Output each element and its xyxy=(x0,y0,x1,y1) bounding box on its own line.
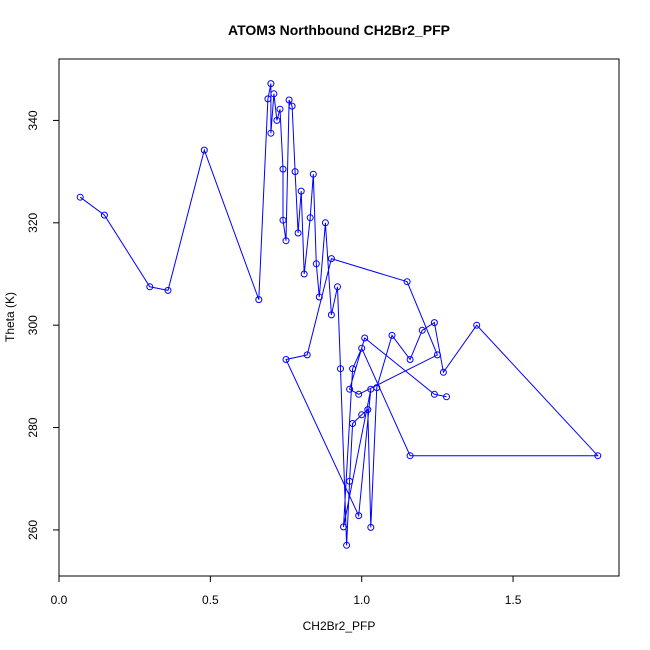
data-point xyxy=(433,351,441,359)
data-point xyxy=(270,90,278,98)
data-point xyxy=(439,368,447,376)
data-point xyxy=(279,216,287,224)
data-point xyxy=(361,334,369,342)
data-point xyxy=(327,311,335,319)
data-point xyxy=(291,168,299,176)
y-tick-label: 340 xyxy=(26,110,40,130)
data-point xyxy=(264,95,272,103)
data-point xyxy=(349,420,357,427)
x-tick-label: 1.0 xyxy=(353,593,370,607)
y-tick-label: 300 xyxy=(26,315,40,335)
data-point xyxy=(321,219,329,227)
data-point xyxy=(418,326,426,334)
data-point xyxy=(164,286,172,294)
data-point xyxy=(306,214,314,222)
data-point xyxy=(346,477,354,485)
data-point xyxy=(355,512,363,520)
y-axis: 260 280 300 320 340 xyxy=(26,110,59,540)
chart-title: ATOM3 Northbound CH2Br2_PFP xyxy=(228,22,450,38)
data-point xyxy=(337,365,344,373)
data-point xyxy=(276,105,284,113)
x-axis-label: CH2Br2_PFP xyxy=(303,619,376,633)
x-axis: 0.0 0.5 1.0 1.5 xyxy=(51,576,522,607)
data-point xyxy=(100,211,108,219)
data-point xyxy=(312,260,320,268)
y-tick-label: 260 xyxy=(26,520,40,540)
data-point xyxy=(267,80,275,88)
data-point xyxy=(146,283,154,291)
data-point xyxy=(282,356,290,363)
data-point xyxy=(255,296,263,304)
x-tick-label: 1.5 xyxy=(505,593,522,607)
data-point xyxy=(76,193,84,201)
data-point xyxy=(367,385,375,393)
data-point xyxy=(430,319,438,327)
data-point xyxy=(403,278,411,286)
series-layer xyxy=(76,80,602,549)
data-point xyxy=(358,411,366,419)
data-point xyxy=(267,129,275,137)
y-tick-label: 280 xyxy=(26,417,40,437)
data-point xyxy=(200,146,208,154)
data-point xyxy=(327,255,335,263)
data-point xyxy=(282,237,290,245)
data-point xyxy=(406,452,414,460)
data-point xyxy=(303,351,311,359)
data-point xyxy=(355,390,363,398)
data-point xyxy=(388,331,396,339)
y-axis-label: Theta (K) xyxy=(3,292,17,342)
data-point xyxy=(285,96,293,104)
data-point xyxy=(473,321,481,329)
x-tick-label: 0.5 xyxy=(202,593,219,607)
y-tick-label: 320 xyxy=(26,212,40,232)
data-point xyxy=(340,523,347,531)
data-point xyxy=(367,523,375,531)
data-point xyxy=(279,165,287,173)
data-point xyxy=(358,344,366,352)
data-point xyxy=(430,390,438,398)
data-point xyxy=(349,365,357,373)
data-point xyxy=(346,385,354,393)
data-point xyxy=(300,270,308,278)
data-point xyxy=(594,452,602,460)
data-point xyxy=(315,293,323,301)
series-line xyxy=(79,83,599,546)
data-point xyxy=(443,393,450,401)
data-point xyxy=(297,187,305,195)
data-point xyxy=(309,170,317,178)
data-point xyxy=(273,116,281,124)
plot-frame xyxy=(58,58,620,577)
data-point xyxy=(364,406,372,414)
data-point xyxy=(294,229,302,237)
data-point xyxy=(288,102,296,110)
data-point xyxy=(406,356,414,363)
data-point xyxy=(343,541,351,549)
data-point xyxy=(334,283,341,291)
x-tick-label: 0.0 xyxy=(51,593,68,607)
